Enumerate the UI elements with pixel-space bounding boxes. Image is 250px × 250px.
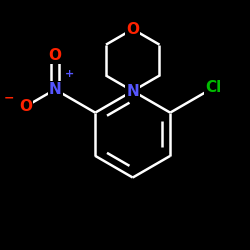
Text: Cl: Cl [205, 80, 221, 96]
Text: O: O [19, 99, 32, 114]
Text: N: N [126, 84, 139, 98]
Text: −: − [4, 92, 14, 105]
Text: +: + [64, 69, 74, 79]
Text: O: O [48, 48, 62, 63]
Text: N: N [49, 82, 62, 97]
Text: O: O [126, 22, 139, 37]
